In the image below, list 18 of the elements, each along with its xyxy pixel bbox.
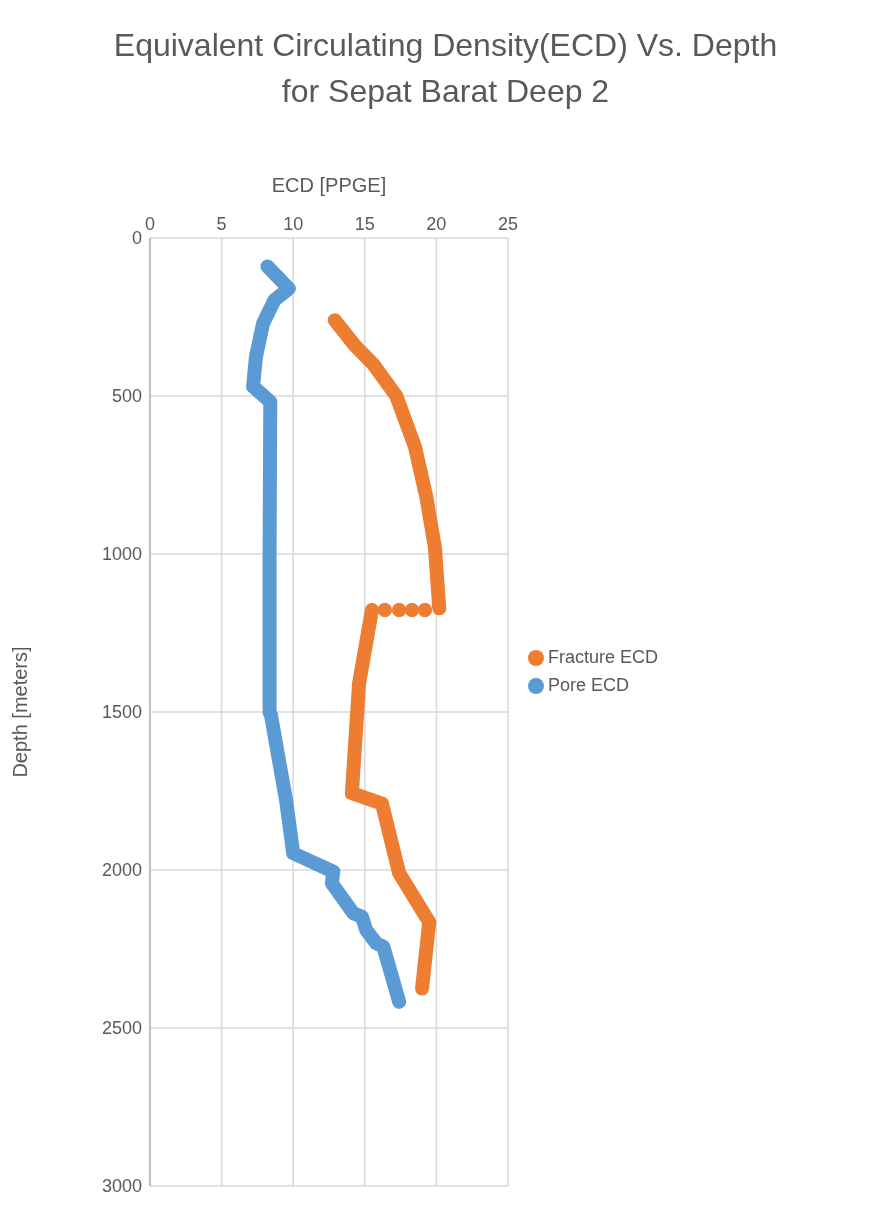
y-tick-label: 2000 bbox=[101, 860, 142, 881]
y-tick-label: 1500 bbox=[101, 702, 142, 723]
x-tick-label: 0 bbox=[144, 214, 156, 234]
legend-label: Fracture ECD bbox=[547, 646, 658, 667]
x-tick-label: 10 bbox=[283, 214, 304, 234]
chart-title: Equivalent Circulating Density(ECD) Vs. Depth for Sepat Barat Deep 2 bbox=[112, 26, 779, 111]
x-tick-label: 25 bbox=[497, 214, 518, 234]
y-tick-label: 500 bbox=[111, 386, 142, 407]
x-tick-label: 15 bbox=[354, 214, 375, 234]
y-tick-label: 3000 bbox=[101, 1176, 142, 1197]
y-tick-label: 2500 bbox=[101, 1018, 142, 1039]
legend-label: Pore ECD bbox=[547, 674, 629, 695]
x-axis-title: ECD [PPGE] bbox=[271, 174, 387, 197]
x-tick-label: 5 bbox=[216, 214, 227, 234]
y-tick-label: 0 bbox=[131, 228, 142, 249]
y-axis-title: Depth [meters] bbox=[9, 646, 32, 778]
y-tick-label: 1000 bbox=[101, 544, 142, 565]
x-tick-label: 20 bbox=[426, 214, 447, 234]
